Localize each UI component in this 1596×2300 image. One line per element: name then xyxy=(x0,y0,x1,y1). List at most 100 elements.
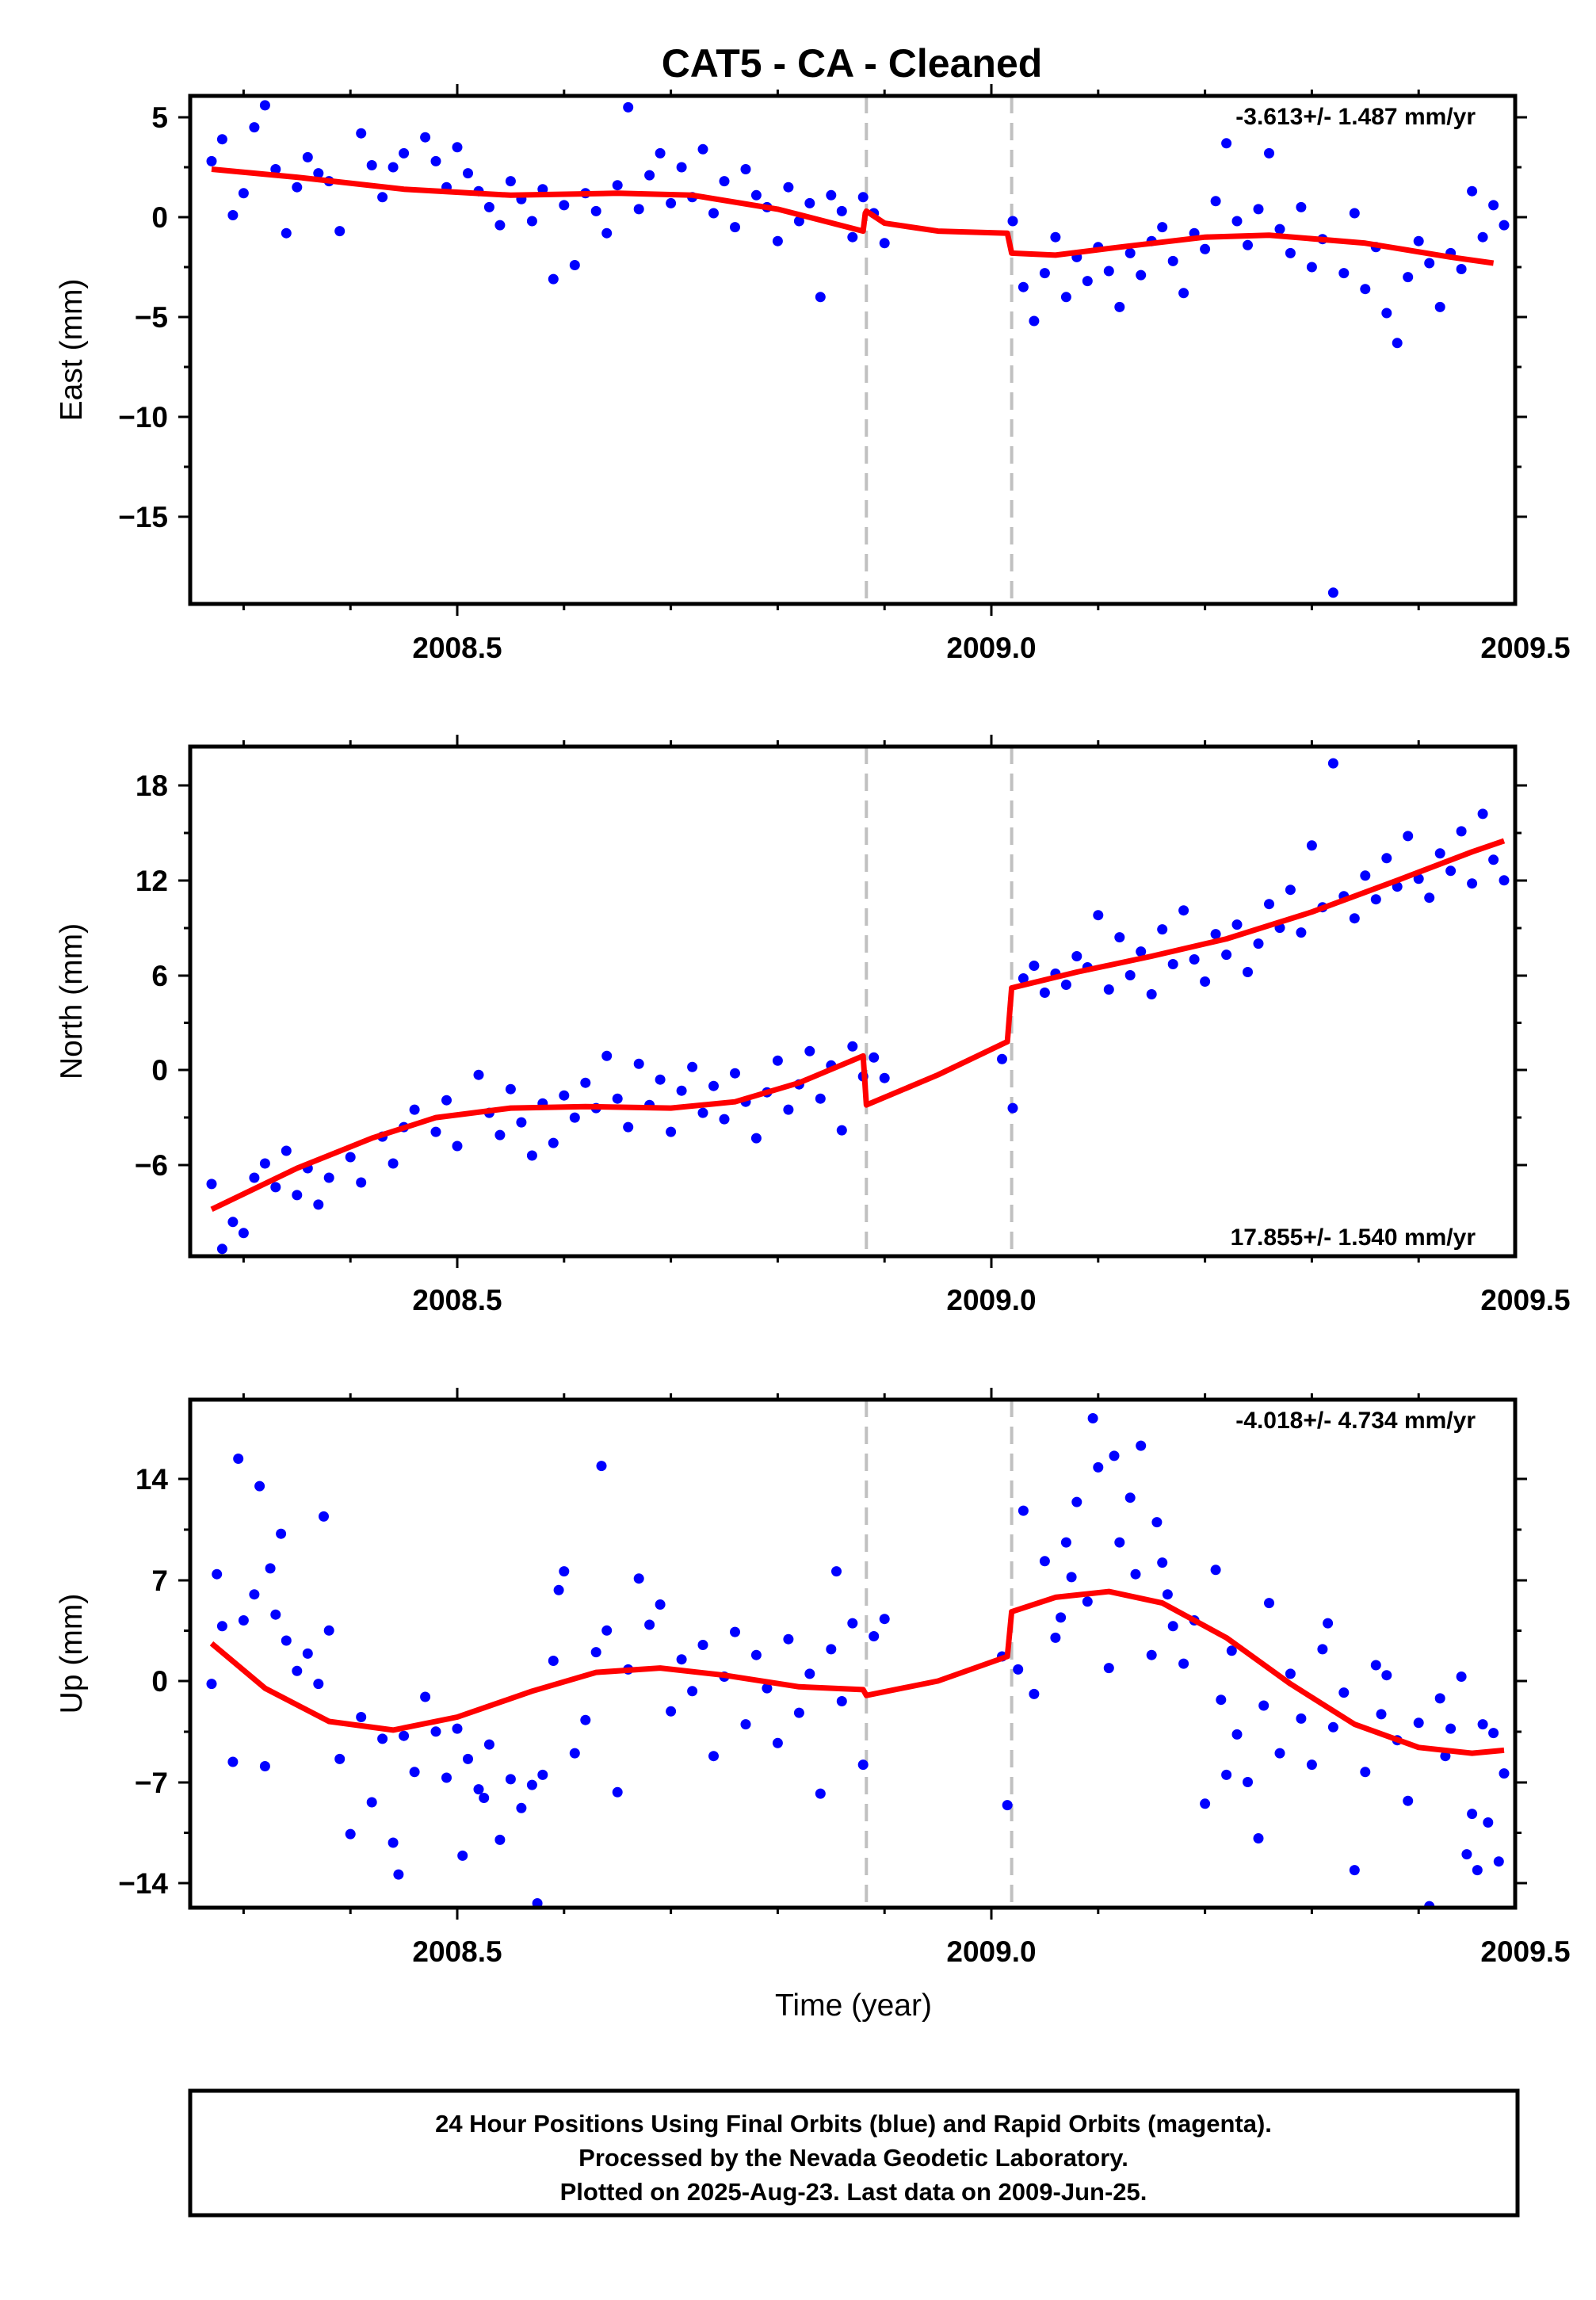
footer-line-2: Processed by the Nevada Geodetic Laborat… xyxy=(578,2144,1128,2172)
data-point xyxy=(740,1719,751,1730)
data-point xyxy=(1226,1645,1237,1656)
data-point xyxy=(804,197,815,208)
data-point xyxy=(1258,1700,1270,1711)
data-point xyxy=(1130,1568,1141,1580)
data-point xyxy=(553,1584,564,1595)
plot-frame xyxy=(188,744,1518,1259)
data-point xyxy=(292,1665,303,1676)
data-point xyxy=(1445,865,1457,877)
data-point xyxy=(783,181,794,193)
data-point xyxy=(270,1182,281,1193)
data-point xyxy=(1424,892,1435,904)
data-point xyxy=(516,1802,527,1813)
x-tick-label: 2009.0 xyxy=(946,1935,1036,1968)
data-point xyxy=(1124,970,1136,980)
y-tick-label: 0 xyxy=(151,201,168,234)
data-point xyxy=(452,1140,463,1152)
data-point xyxy=(1146,989,1157,999)
data-point xyxy=(1323,1618,1334,1629)
y-axis-label: Up (mm) xyxy=(55,1594,89,1714)
data-point xyxy=(1381,308,1392,319)
data-point xyxy=(356,128,367,139)
data-point xyxy=(452,142,463,153)
data-point xyxy=(1243,239,1253,250)
data-point xyxy=(655,147,666,159)
y-tick-label: −5 xyxy=(135,301,168,334)
data-point xyxy=(233,1454,244,1464)
data-point xyxy=(505,1083,516,1095)
data-point xyxy=(452,1723,463,1734)
data-point xyxy=(249,1172,260,1183)
footer-box: 24 Hour Positions Using Final Orbits (bl… xyxy=(188,2088,1520,2218)
data-point xyxy=(1274,1748,1285,1759)
data-point xyxy=(548,1656,559,1666)
data-point xyxy=(1136,269,1147,281)
data-point xyxy=(836,1125,847,1136)
data-point xyxy=(473,1784,484,1795)
data-point xyxy=(612,1093,623,1104)
data-point xyxy=(623,1121,634,1133)
data-point xyxy=(1082,276,1093,287)
data-point xyxy=(847,1041,858,1052)
data-point xyxy=(548,273,559,285)
data-point xyxy=(526,1150,537,1161)
data-point xyxy=(388,1837,399,1848)
data-point xyxy=(1167,959,1178,969)
data-point xyxy=(559,1566,570,1577)
data-point xyxy=(655,1074,666,1085)
data-point xyxy=(494,220,506,231)
data-point xyxy=(206,1679,217,1690)
data-point xyxy=(1285,884,1296,896)
data-point xyxy=(356,1712,367,1722)
x-tick-label: 2008.5 xyxy=(412,1935,502,1968)
data-point xyxy=(463,168,473,179)
data-point xyxy=(1285,1668,1296,1679)
data-point xyxy=(804,1668,815,1679)
data-point xyxy=(206,1179,217,1190)
data-point xyxy=(997,1053,1007,1064)
data-point xyxy=(1403,272,1414,283)
data-point xyxy=(1376,1709,1387,1720)
data-point xyxy=(473,1069,484,1080)
data-point xyxy=(441,1095,452,1106)
data-point xyxy=(1306,840,1317,851)
data-point xyxy=(249,1589,260,1600)
data-point xyxy=(281,1635,292,1646)
data-point xyxy=(1434,1693,1445,1704)
data-point xyxy=(1087,1413,1098,1423)
panel-1: 2008.5 2009.0 2009.5 5 0 −5 −10 −15 East (mm) -3.… xyxy=(55,84,1571,664)
y-axis-label: North (mm) xyxy=(55,923,89,1079)
x-axis-label: Time (year) xyxy=(775,1989,932,2023)
model-line xyxy=(210,838,1506,1213)
data-point xyxy=(1381,853,1392,864)
data-point xyxy=(1243,1777,1253,1787)
data-point xyxy=(750,1649,762,1660)
data-point xyxy=(857,1759,869,1771)
data-point xyxy=(1456,826,1467,837)
data-point xyxy=(719,1114,730,1125)
data-point xyxy=(313,168,324,179)
data-point xyxy=(1403,1795,1414,1806)
data-point xyxy=(1370,894,1381,905)
data-point xyxy=(569,1748,580,1759)
data-point xyxy=(1189,954,1200,965)
data-point xyxy=(623,101,634,113)
panel-2: 2008.5 2009.0 2009.5 18 12 6 0 −6 North (mm) 17.8… xyxy=(55,735,1571,1316)
data-point xyxy=(505,176,516,187)
rate-annotation: 17.855+/- 1.540 mm/yr xyxy=(1231,1225,1476,1251)
data-point xyxy=(1109,1450,1120,1461)
data-point xyxy=(836,1696,847,1706)
data-point xyxy=(644,1619,655,1630)
data-point xyxy=(1103,266,1114,277)
data-point xyxy=(1467,185,1478,197)
data-point xyxy=(1178,288,1189,299)
data-point xyxy=(1488,1728,1499,1739)
data-point xyxy=(655,1599,666,1610)
y-tick-label: 12 xyxy=(136,865,168,897)
data-point xyxy=(281,1145,292,1156)
data-point xyxy=(1200,1798,1211,1809)
data-point xyxy=(430,1126,441,1137)
data-point xyxy=(366,160,377,170)
